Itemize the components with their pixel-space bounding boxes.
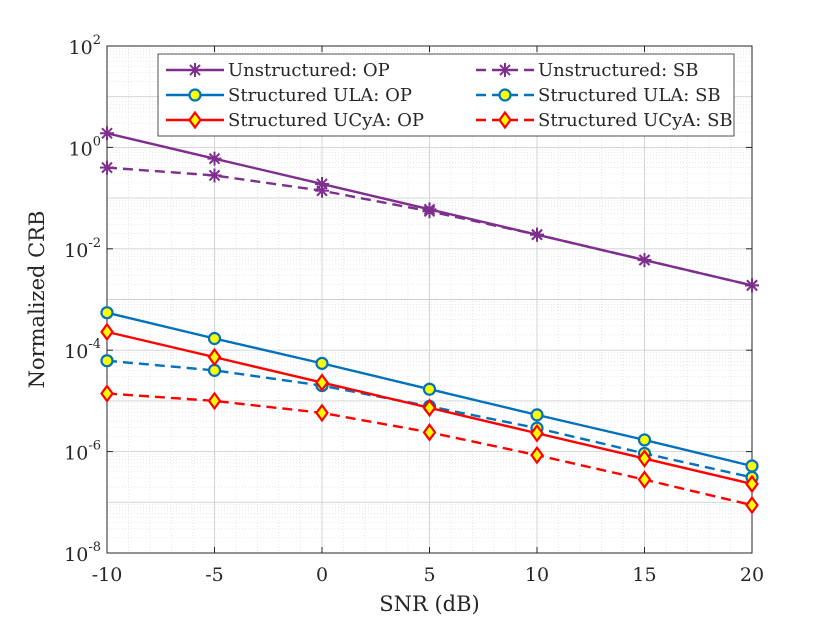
y-axis-label: Normalized CRB — [25, 211, 49, 389]
x-tick-label: 20 — [740, 564, 764, 586]
y-tick-exponent: 2 — [93, 33, 101, 48]
data-point-star — [207, 151, 222, 166]
y-tick-base: 10 — [69, 37, 93, 59]
y-tick-label: 10-2 — [64, 236, 101, 262]
data-point-diamond — [315, 373, 329, 392]
y-tick-label: 10-8 — [64, 540, 101, 566]
data-point-diamond — [207, 391, 222, 411]
series-4 — [100, 322, 759, 494]
data-point-diamond — [188, 110, 202, 130]
data-point-circle — [100, 306, 114, 320]
legend-entry: Structured ULA: OP — [166, 85, 412, 106]
data-point-circle — [100, 354, 114, 368]
data-point-star — [188, 63, 202, 77]
data-point-diamond — [100, 322, 114, 342]
data-point-star — [315, 183, 329, 198]
series-5 — [100, 384, 759, 515]
data-point-star — [530, 227, 544, 242]
legend-label: Structured UCyA: OP — [228, 110, 424, 131]
data-point-star — [637, 253, 652, 268]
data-point-diamond — [100, 384, 114, 403]
data-point-circle — [315, 356, 329, 370]
data-point-diamond — [637, 470, 652, 489]
data-point-diamond — [422, 398, 437, 418]
x-tick-label: 5 — [423, 564, 435, 586]
y-tick-exponent: -4 — [88, 337, 101, 352]
y-tick-exponent: -8 — [88, 540, 101, 555]
series-2 — [100, 306, 759, 473]
data-point-diamond — [745, 495, 759, 515]
y-tick-base: 10 — [64, 240, 88, 262]
y-tick-exponent: -6 — [88, 439, 101, 454]
data-point-star — [207, 168, 222, 183]
x-tick-label: -5 — [205, 564, 224, 586]
data-point-diamond — [207, 347, 222, 367]
legend-box — [157, 53, 735, 137]
data-point-star — [498, 63, 512, 77]
legend: Unstructured: OP Unstructured: SB Structur… — [157, 53, 735, 137]
x-tick-label: -10 — [92, 564, 123, 586]
data-point-circle — [637, 433, 652, 447]
y-tick-exponent: 0 — [93, 134, 101, 149]
legend-entry: Structured ULA: SB — [476, 85, 721, 106]
legend-entry: Structured UCyA: SB — [476, 110, 733, 131]
legend-entry: Unstructured: SB — [476, 60, 698, 81]
axis-ticks — [106, 45, 753, 554]
y-tick-base: 10 — [64, 544, 88, 566]
data-series — [100, 126, 759, 515]
legend-label: Structured UCyA: SB — [538, 110, 733, 131]
x-tick-label: 15 — [632, 564, 656, 586]
data-point-diamond — [637, 449, 652, 468]
y-tick-base: 10 — [64, 341, 88, 363]
legend-label: Structured ULA: SB — [538, 85, 721, 106]
data-point-star — [100, 160, 114, 175]
y-tick-label: 100 — [69, 134, 101, 160]
y-tick-base: 10 — [64, 443, 88, 465]
data-point-diamond — [530, 445, 544, 465]
data-point-star — [745, 278, 759, 293]
data-point-circle — [188, 88, 202, 102]
y-tick-label: 102 — [69, 33, 101, 59]
data-point-circle — [745, 459, 759, 473]
data-point-diamond — [530, 423, 544, 443]
y-tick-exponent: -2 — [88, 236, 101, 251]
data-point-circle — [207, 331, 222, 346]
data-point-circle — [207, 363, 222, 377]
legend-entry: Structured UCyA: OP — [166, 110, 424, 131]
y-tick-base: 10 — [69, 138, 93, 160]
series-1 — [100, 160, 759, 293]
data-point-star — [100, 126, 114, 141]
data-point-star — [422, 204, 437, 219]
legend-label: Structured ULA: OP — [228, 85, 412, 106]
data-point-diamond — [315, 403, 329, 423]
data-point-diamond — [498, 110, 512, 130]
y-tick-label: 10-6 — [64, 439, 101, 465]
data-point-circle — [530, 408, 544, 422]
x-axis-label: SNR (dB) — [379, 592, 480, 616]
x-tick-label: 10 — [525, 564, 549, 586]
y-tick-label: 10-4 — [64, 337, 101, 363]
data-point-circle — [498, 88, 512, 102]
data-point-circle — [422, 382, 437, 396]
legend-label: Unstructured: SB — [538, 60, 698, 81]
data-point-diamond — [745, 474, 759, 494]
data-point-diamond — [422, 422, 437, 442]
legend-entry: Unstructured: OP — [166, 60, 390, 81]
x-tick-label: 0 — [316, 564, 328, 586]
x-tick-labels: -10 -5 0 5 10 15 20 — [92, 564, 764, 586]
legend-label: Unstructured: OP — [228, 60, 390, 81]
